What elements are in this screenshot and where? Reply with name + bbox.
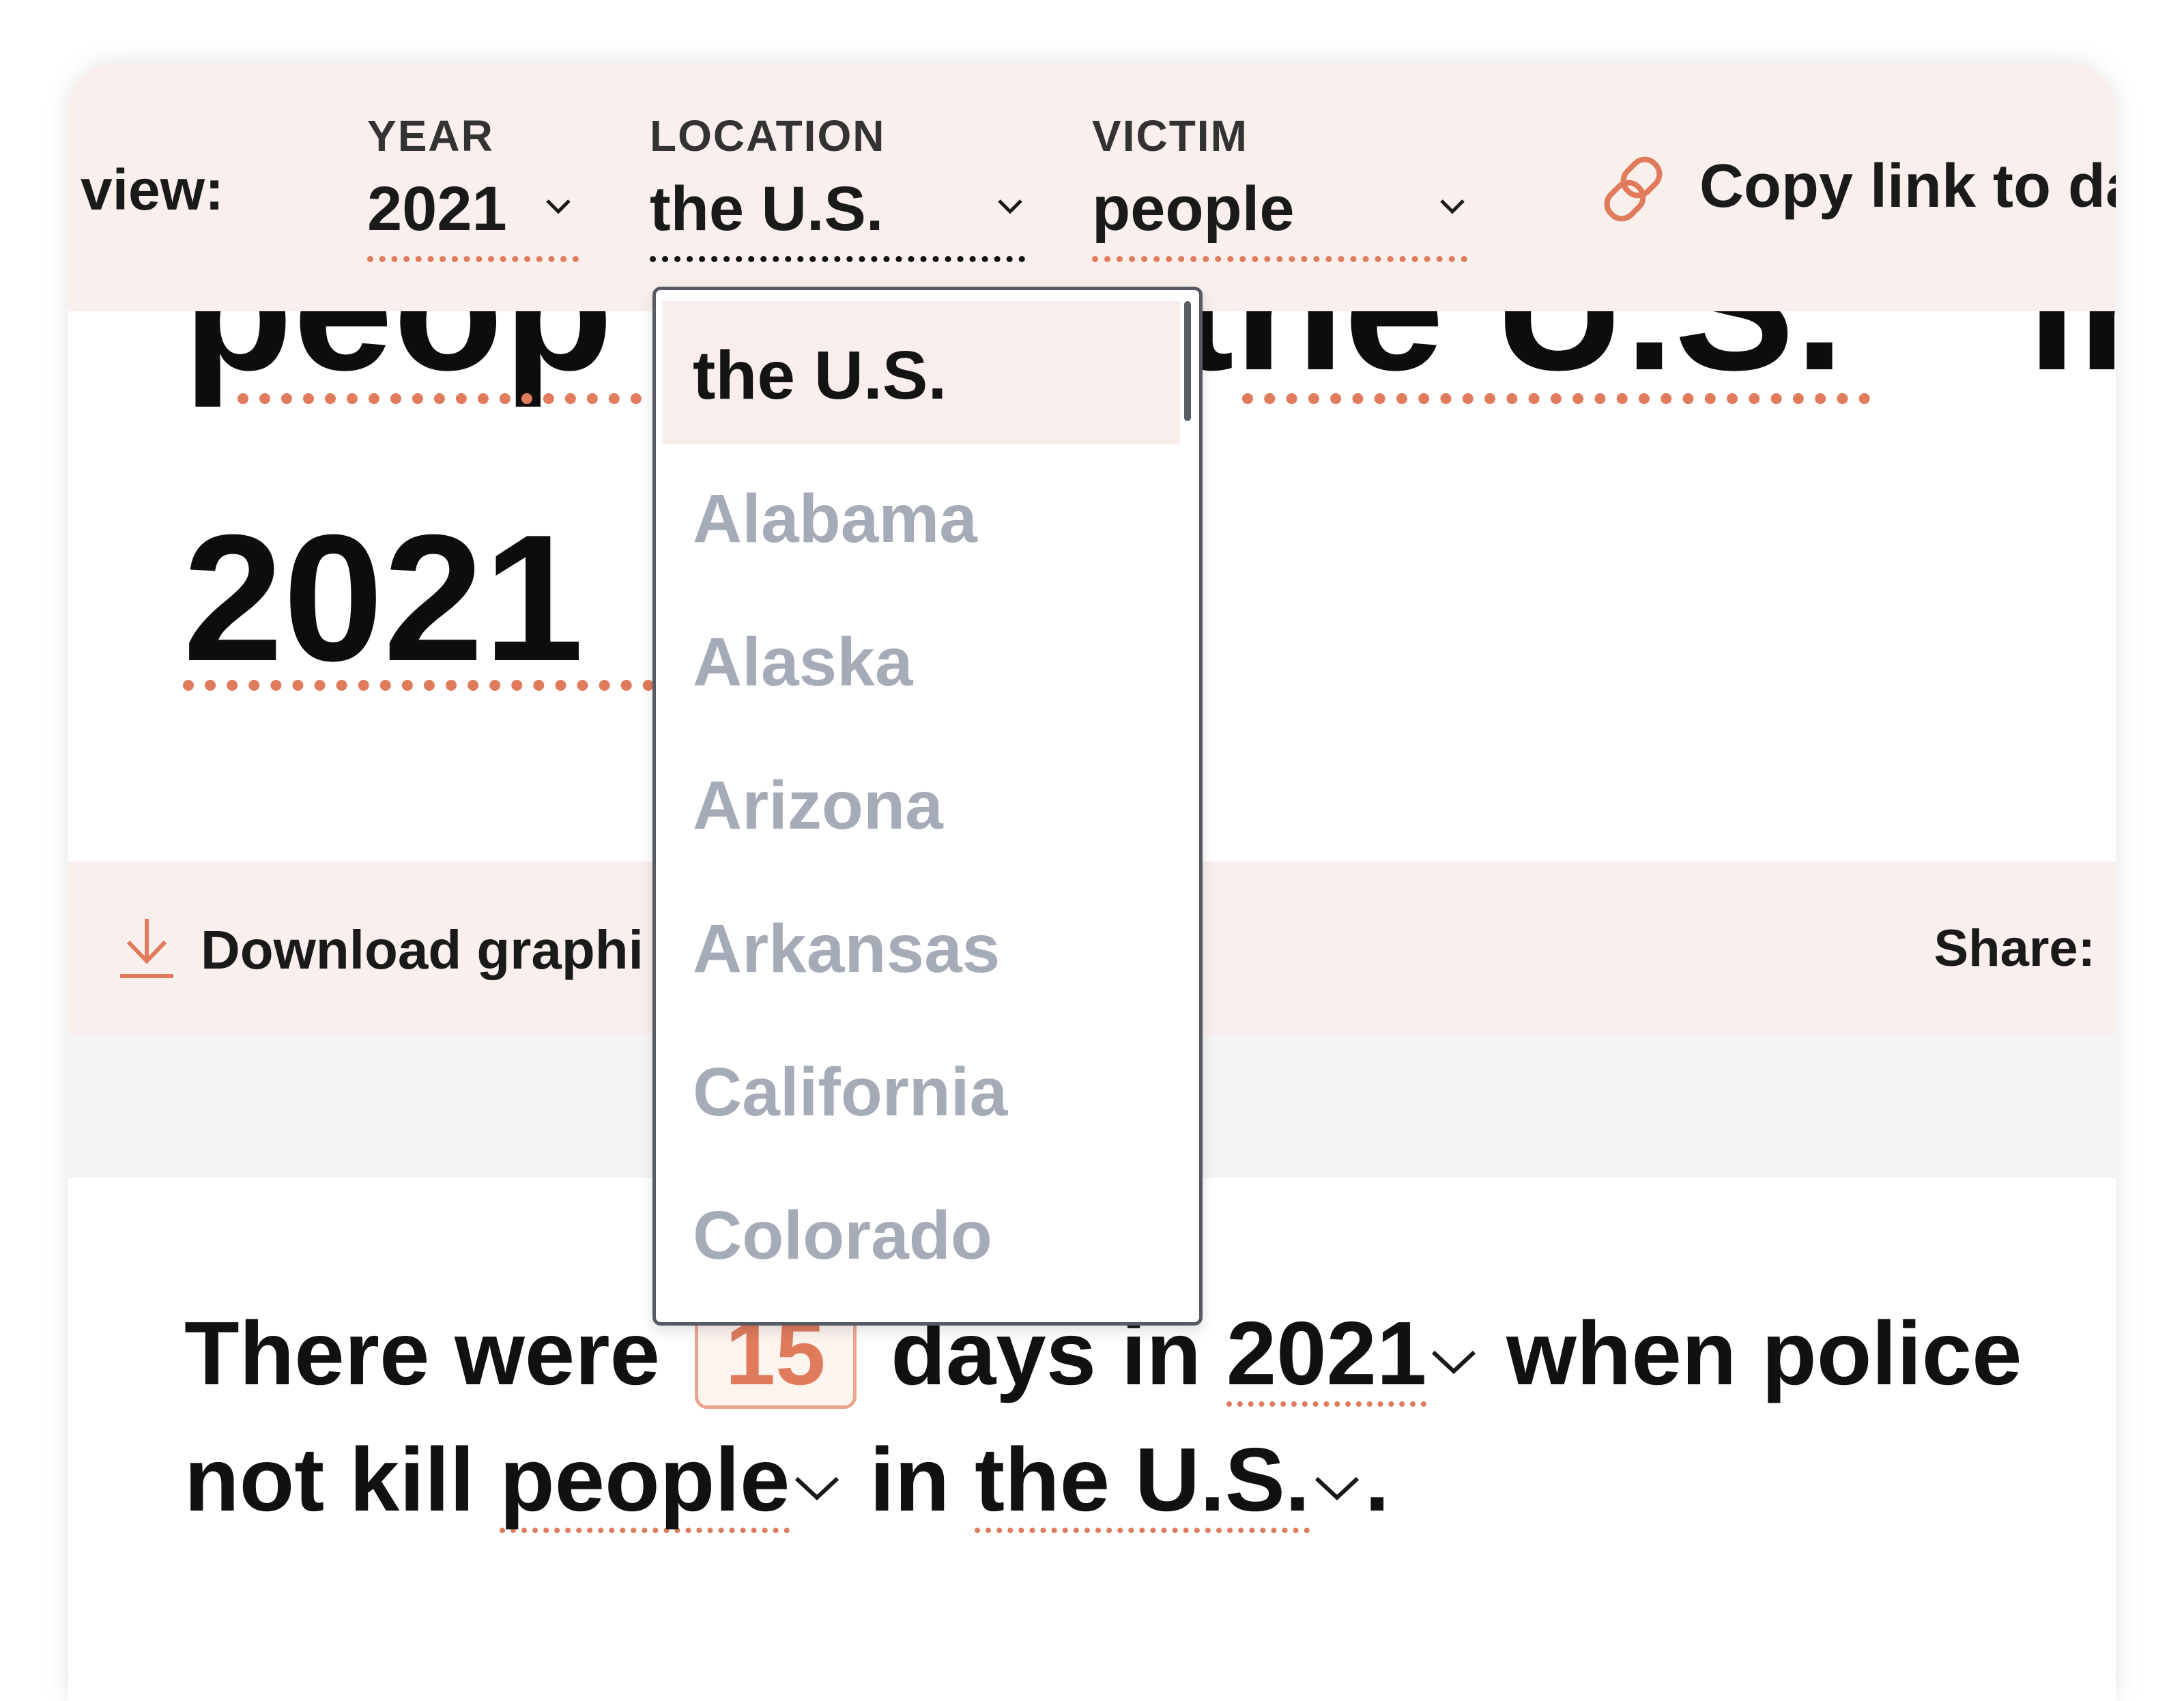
victim-filter-label: VICTIM — [1092, 111, 1248, 160]
sentence-victim-select[interactable]: people — [500, 1435, 790, 1533]
victim-select-value: people — [1092, 174, 1295, 244]
summary-line-2: not kill people in the U.S.. — [184, 1435, 1390, 1533]
sentence-year-select[interactable]: 2021 — [1226, 1309, 1427, 1407]
location-select[interactable]: the U.S. — [650, 173, 1025, 262]
location-option[interactable]: Alaska — [693, 624, 913, 700]
location-filter[interactable]: LOCATION the U.S. — [650, 111, 1032, 262]
chevron-down-icon — [998, 199, 1022, 214]
chevron-down-icon — [546, 199, 571, 214]
heading-underline-victim — [238, 393, 729, 404]
victim-select[interactable]: people — [1092, 173, 1467, 262]
summary-text: not kill — [184, 1429, 475, 1530]
chevron-down-icon — [1440, 199, 1465, 214]
summary-text: in — [870, 1429, 950, 1530]
view-label: view: — [81, 158, 225, 222]
location-option[interactable]: Colorado — [693, 1197, 992, 1274]
download-graphic-label: Download graphi — [201, 919, 644, 980]
share-label: Share: — [1934, 919, 2095, 977]
dropdown-scrollbar[interactable] — [1184, 301, 1191, 421]
location-dropdown-list[interactable]: the U.S. Alabama Alaska Arizona Arkansas… — [652, 287, 1203, 1326]
location-option[interactable]: Arizona — [693, 767, 943, 844]
summary-text: when police — [1506, 1303, 2022, 1403]
chevron-down-icon — [1315, 1476, 1360, 1501]
page-card: peop the U.S. in 2021 view: YEAR 2021 LO… — [68, 63, 2116, 1701]
location-filter-label: LOCATION — [650, 111, 886, 160]
filter-bar: view: YEAR 2021 LOCATION the U.S. VICTIM… — [68, 63, 2116, 311]
chevron-down-icon — [1432, 1350, 1476, 1375]
location-option[interactable]: the U.S. — [663, 301, 1180, 444]
year-filter-label: YEAR — [367, 111, 494, 160]
year-select-value: 2021 — [367, 174, 507, 244]
sentence-location-select[interactable]: the U.S. — [975, 1435, 1310, 1533]
heading-underline-location — [1242, 393, 1870, 404]
page-heading-line2[interactable]: 2021 — [183, 497, 584, 698]
link-icon — [1604, 156, 1663, 222]
location-option[interactable]: Arkansas — [693, 911, 1001, 987]
year-filter[interactable]: YEAR 2021 — [367, 111, 586, 262]
summary-text: There were — [184, 1303, 660, 1403]
location-select-value: the U.S. — [650, 174, 884, 244]
download-icon — [120, 919, 173, 978]
summary-text: . — [1364, 1429, 1390, 1530]
location-option[interactable]: Alabama — [693, 481, 977, 557]
chevron-down-icon — [795, 1476, 839, 1501]
heading-underline-year — [183, 680, 654, 691]
copy-link-label: Copy link to da — [1699, 152, 2116, 220]
location-option[interactable]: California — [693, 1054, 1008, 1130]
victim-filter[interactable]: VICTIM people — [1092, 111, 1474, 262]
year-select[interactable]: 2021 — [367, 173, 579, 262]
